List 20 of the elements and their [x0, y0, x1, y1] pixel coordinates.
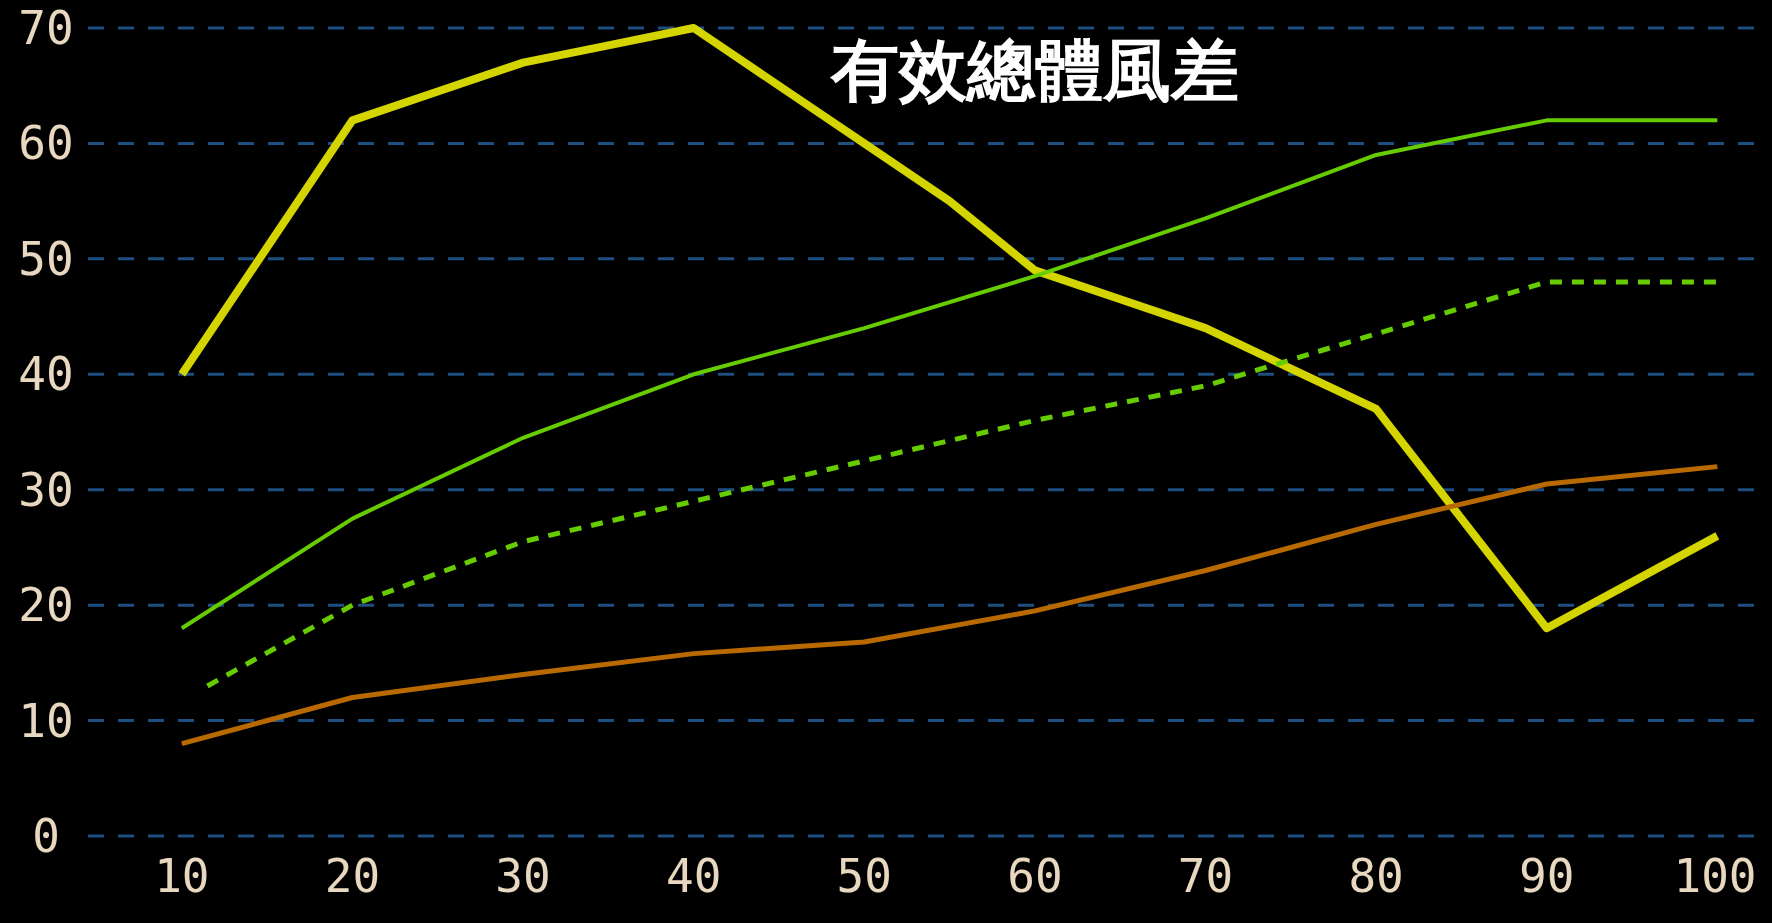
y-tick-label: 30 — [18, 462, 74, 517]
y-tick-label: 70 — [18, 1, 74, 55]
y-tick-label: 50 — [18, 231, 74, 286]
x-tick-label: 70 — [1177, 849, 1234, 903]
x-tick-label: 50 — [836, 849, 892, 903]
y-tick-label: 60 — [18, 116, 74, 171]
x-tick-label: 100 — [1673, 849, 1757, 903]
x-tick-label: 60 — [1007, 849, 1063, 903]
y-tick-label: 20 — [18, 578, 74, 633]
y-tick-label: 40 — [18, 347, 74, 402]
x-tick-label: 20 — [324, 849, 381, 903]
line-series — [179, 118, 1720, 631]
chart-title: 有效總體風差 — [829, 30, 1239, 110]
y-tick-label: 10 — [18, 693, 74, 748]
x-tick-label: 30 — [495, 849, 551, 903]
x-tick-label: 90 — [1519, 849, 1575, 903]
x-tick-label: 80 — [1348, 849, 1404, 903]
y-tick-label: 0 — [32, 809, 60, 863]
x-tick-label: 40 — [665, 849, 722, 903]
x-tick-label: 10 — [154, 849, 210, 903]
